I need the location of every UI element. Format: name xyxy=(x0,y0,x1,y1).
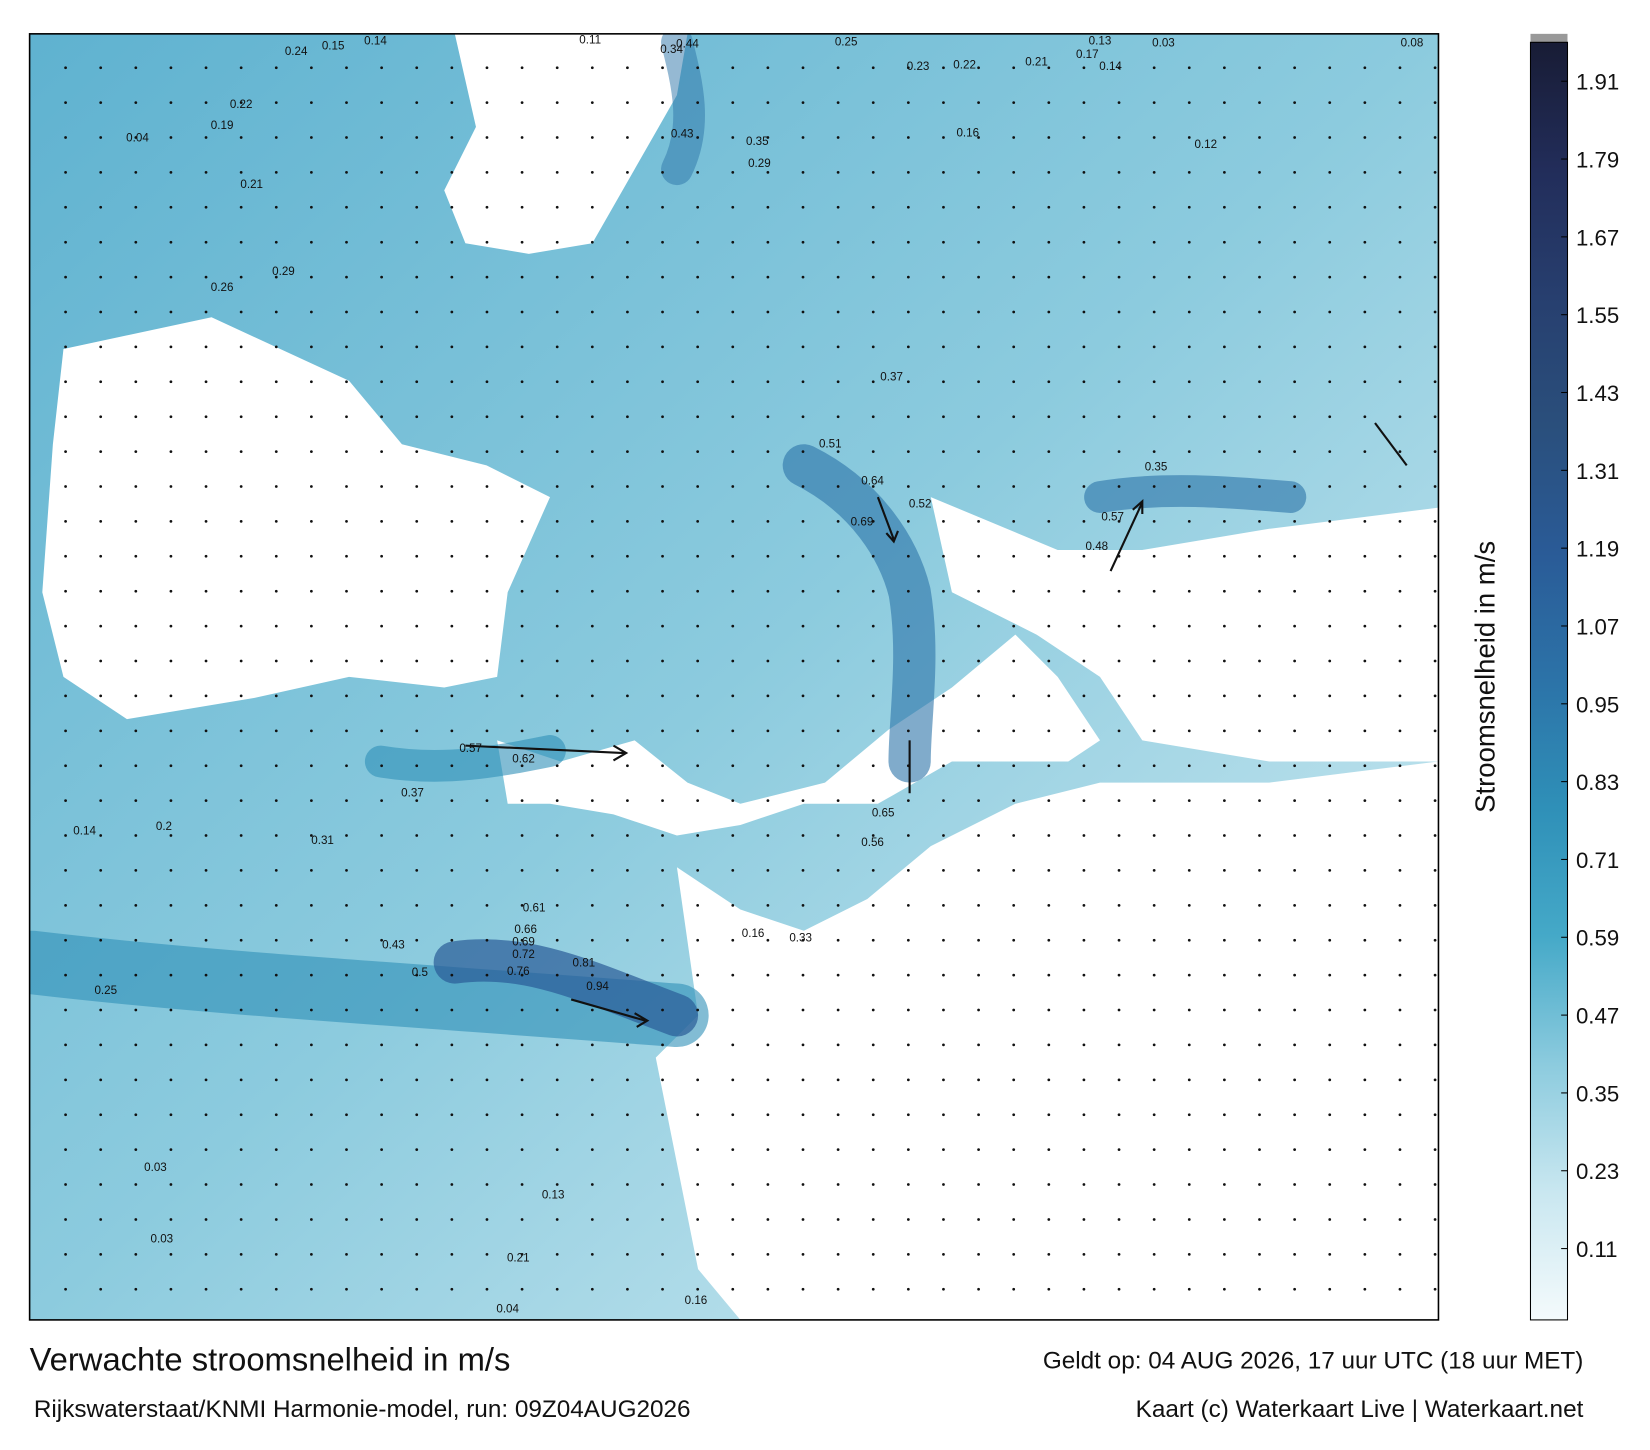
current-label: 0.43 xyxy=(382,939,405,952)
land xyxy=(42,33,1439,1320)
current-label: 0.23 xyxy=(907,60,930,73)
valid-time: Geldt op: 04 AUG 2026, 17 uur UTC (18 uu… xyxy=(1043,1348,1584,1375)
current-label: 0.22 xyxy=(230,98,253,111)
current-label: 0.19 xyxy=(211,119,234,132)
colorbar-tick-label: 0.71 xyxy=(1576,848,1619,873)
current-label: 0.13 xyxy=(542,1188,565,1201)
current-label: 0.5 xyxy=(412,966,428,979)
current-label: 0.35 xyxy=(746,135,769,148)
current-label: 0.35 xyxy=(1145,461,1168,474)
current-label: 0.29 xyxy=(748,157,771,170)
current-label: 0.57 xyxy=(1101,510,1124,523)
current-label: 0.16 xyxy=(742,927,765,940)
current-label: 0.21 xyxy=(240,178,263,191)
colorbar-ticks: 0.11 0.23 0.35 0.47 0.59 0.71 0.83 0.95 1.07 1.19… xyxy=(1561,70,1619,1262)
channels xyxy=(29,33,1307,1048)
current-label: 0.34 xyxy=(660,43,683,56)
colorbar-label: Stroomsnelheid in m/s xyxy=(1470,541,1501,813)
colorbar-tick-label: 0.35 xyxy=(1576,1081,1619,1106)
current-label: 0.03 xyxy=(1152,37,1175,50)
current-label: 0.37 xyxy=(401,786,424,799)
colorbar-cap xyxy=(1530,33,1568,43)
current-label: 0.52 xyxy=(909,498,932,511)
current-label: 0.08 xyxy=(1401,37,1424,50)
colorbar-tick-label: 1.67 xyxy=(1576,225,1619,250)
current-label: 0.13 xyxy=(1089,34,1112,47)
current-label: 0.14 xyxy=(73,824,96,837)
colorbar-tick-label: 1.31 xyxy=(1576,459,1619,484)
current-label: 0.29 xyxy=(272,265,295,278)
current-label: 0.03 xyxy=(151,1233,174,1246)
grid-dots xyxy=(64,66,1437,1291)
map-frame xyxy=(28,33,1440,1321)
current-label: 0.25 xyxy=(94,984,117,997)
current-label: 0.69 xyxy=(512,936,535,949)
current-label: 0.11 xyxy=(579,33,601,46)
current-label: 0.31 xyxy=(311,834,334,847)
current-label: 0.81 xyxy=(573,957,596,970)
colorbar-tick-label: 1.43 xyxy=(1576,381,1619,406)
colorbar-tick-label: 0.47 xyxy=(1576,1004,1619,1029)
current-label: 0.61 xyxy=(523,902,546,915)
current-label: 0.16 xyxy=(685,1294,708,1307)
flow-arrows xyxy=(465,422,1408,1028)
current-label: 0.26 xyxy=(211,281,234,294)
colorbar-tick-label: 0.23 xyxy=(1576,1159,1619,1184)
current-label: 0.48 xyxy=(1086,540,1109,553)
current-label: 0.21 xyxy=(507,1252,530,1265)
current-label: 0.33 xyxy=(789,931,812,944)
current-label: 0.57 xyxy=(459,742,482,755)
colorbar-tick-label: 1.07 xyxy=(1576,614,1619,639)
current-label: 0.14 xyxy=(364,34,387,47)
current-label: 0.04 xyxy=(496,1303,519,1316)
current-label: 0.64 xyxy=(861,474,884,487)
title: Verwachte stroomsnelheid in m/s xyxy=(30,1341,511,1378)
current-label: 0.04 xyxy=(126,132,149,145)
current-label: 0.66 xyxy=(514,923,537,936)
colorbar-tick-label: 0.95 xyxy=(1576,692,1619,717)
current-label: 0.65 xyxy=(872,806,895,819)
colorbar-tick-label: 0.11 xyxy=(1576,1237,1618,1262)
current-label: 0.2 xyxy=(156,820,172,833)
current-label: 0.94 xyxy=(586,980,609,993)
current-label: 0.22 xyxy=(953,59,976,72)
current-label: 0.37 xyxy=(880,371,903,384)
colorbar-tick-label: 0.59 xyxy=(1576,926,1619,951)
current-label: 0.43 xyxy=(671,127,694,140)
current-label: 0.14 xyxy=(1099,60,1122,73)
current-label: 0.03 xyxy=(144,1161,167,1174)
current-label: 0.62 xyxy=(512,753,535,766)
colorbar-tick-label: 1.79 xyxy=(1576,148,1619,173)
map-area: 0.44 0.25 0.13 0.03 0.08 0.24 0.15 0.14 0.34 0.11… xyxy=(29,33,1439,1320)
current-label: 0.69 xyxy=(851,516,874,529)
colorbar-tick-label: 1.19 xyxy=(1576,537,1619,562)
current-label: 0.56 xyxy=(861,836,884,849)
colorbar xyxy=(1529,41,1569,1321)
current-label: 0.21 xyxy=(1025,56,1048,69)
current-label: 0.44 xyxy=(676,38,699,51)
current-label: 0.24 xyxy=(285,45,308,58)
current-label: 0.16 xyxy=(956,126,979,139)
current-label: 0.17 xyxy=(1076,48,1099,61)
current-label: 0.25 xyxy=(835,35,858,48)
current-label: 0.15 xyxy=(322,40,345,53)
colorbar-tick-label: 0.83 xyxy=(1576,770,1619,795)
credit: Kaart (c) Waterkaart Live | Waterkaart.n… xyxy=(1136,1396,1584,1423)
current-label: 0.12 xyxy=(1194,138,1217,151)
current-label: 0.51 xyxy=(819,437,842,450)
current-labels: 0.44 0.25 0.13 0.03 0.08 0.24 0.15 0.14 0.34 0.11… xyxy=(73,33,1424,1316)
colorbar-tick-label: 1.55 xyxy=(1576,303,1619,328)
subtitle: Rijkswaterstaat/KNMI Harmonie-model, run… xyxy=(34,1396,691,1423)
current-label: 0.76 xyxy=(507,965,530,978)
current-label: 0.72 xyxy=(512,948,535,961)
colorbar-tick-label: 1.91 xyxy=(1576,70,1619,95)
